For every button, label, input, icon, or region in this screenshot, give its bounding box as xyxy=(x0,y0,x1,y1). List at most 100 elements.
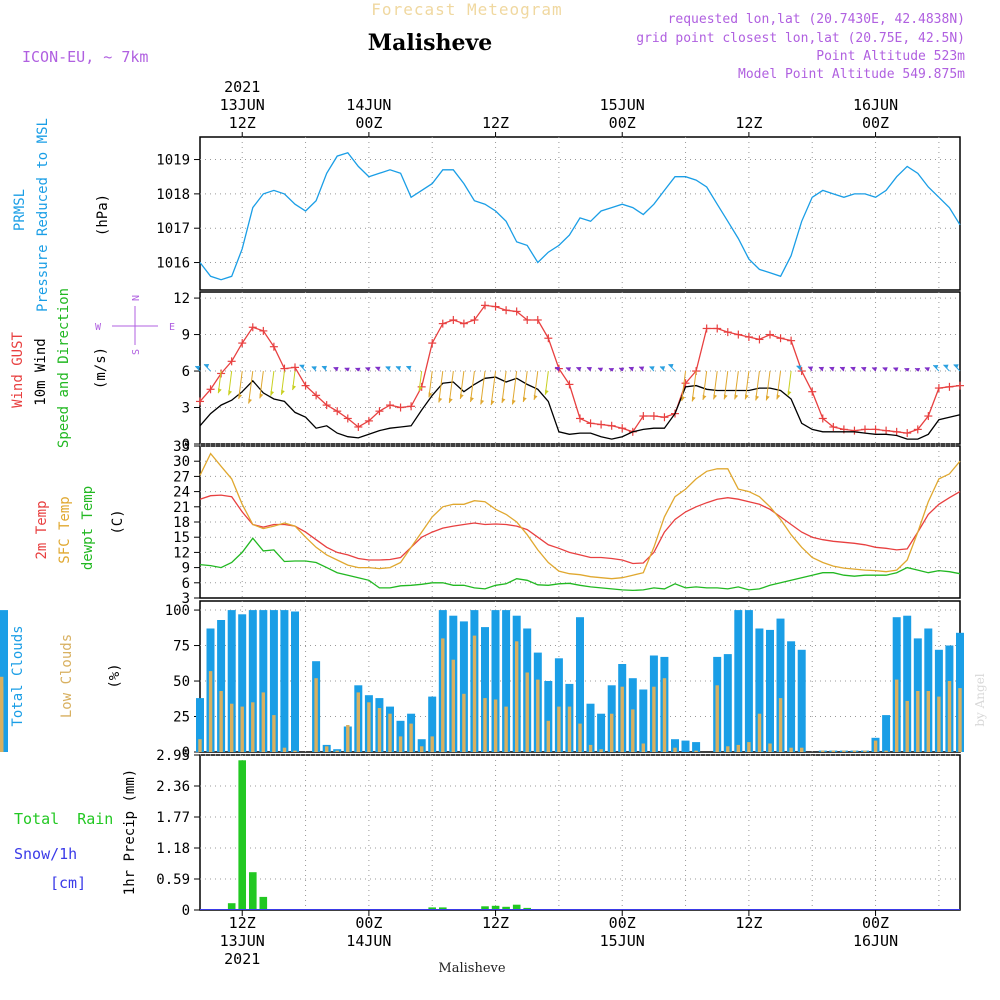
y-tick-label: 1.77 xyxy=(156,810,190,826)
series-line-2 xyxy=(199,376,961,440)
series-line-1 xyxy=(199,491,961,565)
wind-arrow-shaft xyxy=(943,364,950,372)
temp-side-labels: 2m Temp SFC Temp dewpt Temp (C) xyxy=(34,486,126,570)
wind-arrows xyxy=(194,363,961,406)
wind-arrow-head xyxy=(734,394,739,400)
gust-marker xyxy=(312,391,321,400)
wind-arrow-head xyxy=(365,367,371,371)
low-cloud-bar xyxy=(599,749,603,752)
series-line-2 xyxy=(199,452,961,580)
plot-layer: 1016101710181019036912369121518212427303… xyxy=(0,136,964,919)
rain-bar xyxy=(481,906,489,910)
wind-unit: (m/s) xyxy=(93,347,109,389)
gust-marker xyxy=(607,421,616,430)
wind-arrow xyxy=(565,367,571,372)
wind-arrow xyxy=(850,366,856,372)
total-cloud-bar xyxy=(417,739,426,752)
wind-arrow-head xyxy=(668,364,674,368)
gust-marker xyxy=(438,319,447,328)
wind-arrow xyxy=(871,367,878,372)
wind-arrow-head xyxy=(713,394,717,400)
low-cloud-bar xyxy=(430,736,434,752)
wind-arrow xyxy=(490,370,497,406)
gust-marker xyxy=(776,334,785,343)
total-cloud-bar xyxy=(681,740,690,752)
y-tick-label: 3 xyxy=(182,401,190,417)
wind-arrow xyxy=(344,367,350,372)
rain-bar xyxy=(428,907,436,910)
time-label: 14JUN xyxy=(346,932,391,950)
total-cloud-bar xyxy=(269,610,278,752)
low-cloud-bar xyxy=(272,715,276,752)
low-cloud-bar xyxy=(546,720,550,752)
gust-marker xyxy=(861,425,869,434)
wind-arrow-head xyxy=(619,367,625,372)
wind-arrow-shaft xyxy=(511,370,518,405)
low-cloud-bar xyxy=(198,739,202,752)
wind-arrow-head xyxy=(776,394,781,400)
panel-frame xyxy=(199,754,961,911)
wind-arrow-head xyxy=(829,366,835,371)
series-line-1 xyxy=(199,151,961,281)
gust-marker xyxy=(871,425,880,434)
wind-arrow xyxy=(618,367,625,372)
wind-arrow xyxy=(608,367,614,372)
low-cloud-bar xyxy=(863,750,867,752)
time-label: 12Z xyxy=(482,914,509,932)
wind-arrow-head xyxy=(523,397,527,403)
time-label: 00Z xyxy=(609,914,636,932)
wind-arrow-head xyxy=(218,388,222,394)
time-label: 12Z xyxy=(229,114,256,132)
wind-arrow-shaft xyxy=(597,367,602,372)
wind-arrow xyxy=(702,370,708,400)
wind-arrow-shaft xyxy=(311,366,317,372)
total-cloud-bar xyxy=(755,628,764,752)
compass-rose: N S W E xyxy=(95,295,175,355)
wind-arrow-head xyxy=(480,399,485,405)
footer-location: Malisheve xyxy=(438,961,505,976)
gust-marker xyxy=(639,412,648,421)
total-cloud-bar xyxy=(481,627,489,752)
wind-arrow xyxy=(533,370,539,400)
wind-arrow xyxy=(668,363,676,372)
low-cloud-bar xyxy=(884,750,888,752)
rain-bar xyxy=(523,907,531,910)
low-cloud-bar xyxy=(631,709,635,752)
wind-arrow-head xyxy=(438,397,443,403)
wind-arrow-head xyxy=(766,395,770,401)
low-cloud-bar xyxy=(346,725,350,752)
panel-1: 1016 1017 1018 1019 xyxy=(156,136,961,291)
low-cloud-bar xyxy=(905,700,909,752)
wind-arrow xyxy=(893,367,899,372)
wind-arrow xyxy=(807,366,814,372)
wind-arrow-shaft xyxy=(628,366,634,372)
wind-arrow-head xyxy=(702,394,707,400)
wind-arrow xyxy=(418,370,423,392)
wind-arrow-shaft xyxy=(203,363,211,372)
wind-arrow xyxy=(259,370,264,399)
gust-marker xyxy=(533,315,542,324)
wind-arrow-head xyxy=(375,366,381,371)
low-cloud-bar xyxy=(641,743,645,752)
precip-cm-label: [cm] xyxy=(50,874,86,892)
gust-marker xyxy=(649,412,658,421)
time-label: 13JUN xyxy=(220,96,265,114)
gust-marker xyxy=(459,319,468,328)
time-label: 15JUN xyxy=(600,932,645,950)
wind-arrow-shaft xyxy=(713,370,718,400)
low-cloud-bar xyxy=(821,750,825,752)
gust-marker xyxy=(766,330,774,339)
low-cloud-bar xyxy=(314,678,318,752)
low-cloud-bar xyxy=(831,750,835,752)
gust-marker xyxy=(238,339,247,348)
time-label: 12Z xyxy=(735,914,762,932)
total-cloud-bar xyxy=(586,703,595,752)
time-label: 16JUN xyxy=(853,96,898,114)
wind-arrow-shaft xyxy=(248,370,254,404)
gust-marker xyxy=(491,302,500,311)
wind-arrow-shaft xyxy=(618,367,623,372)
wind-arrow xyxy=(459,370,465,399)
wind-arrow xyxy=(428,370,433,398)
y-tick-label: 2.95 xyxy=(156,748,190,764)
